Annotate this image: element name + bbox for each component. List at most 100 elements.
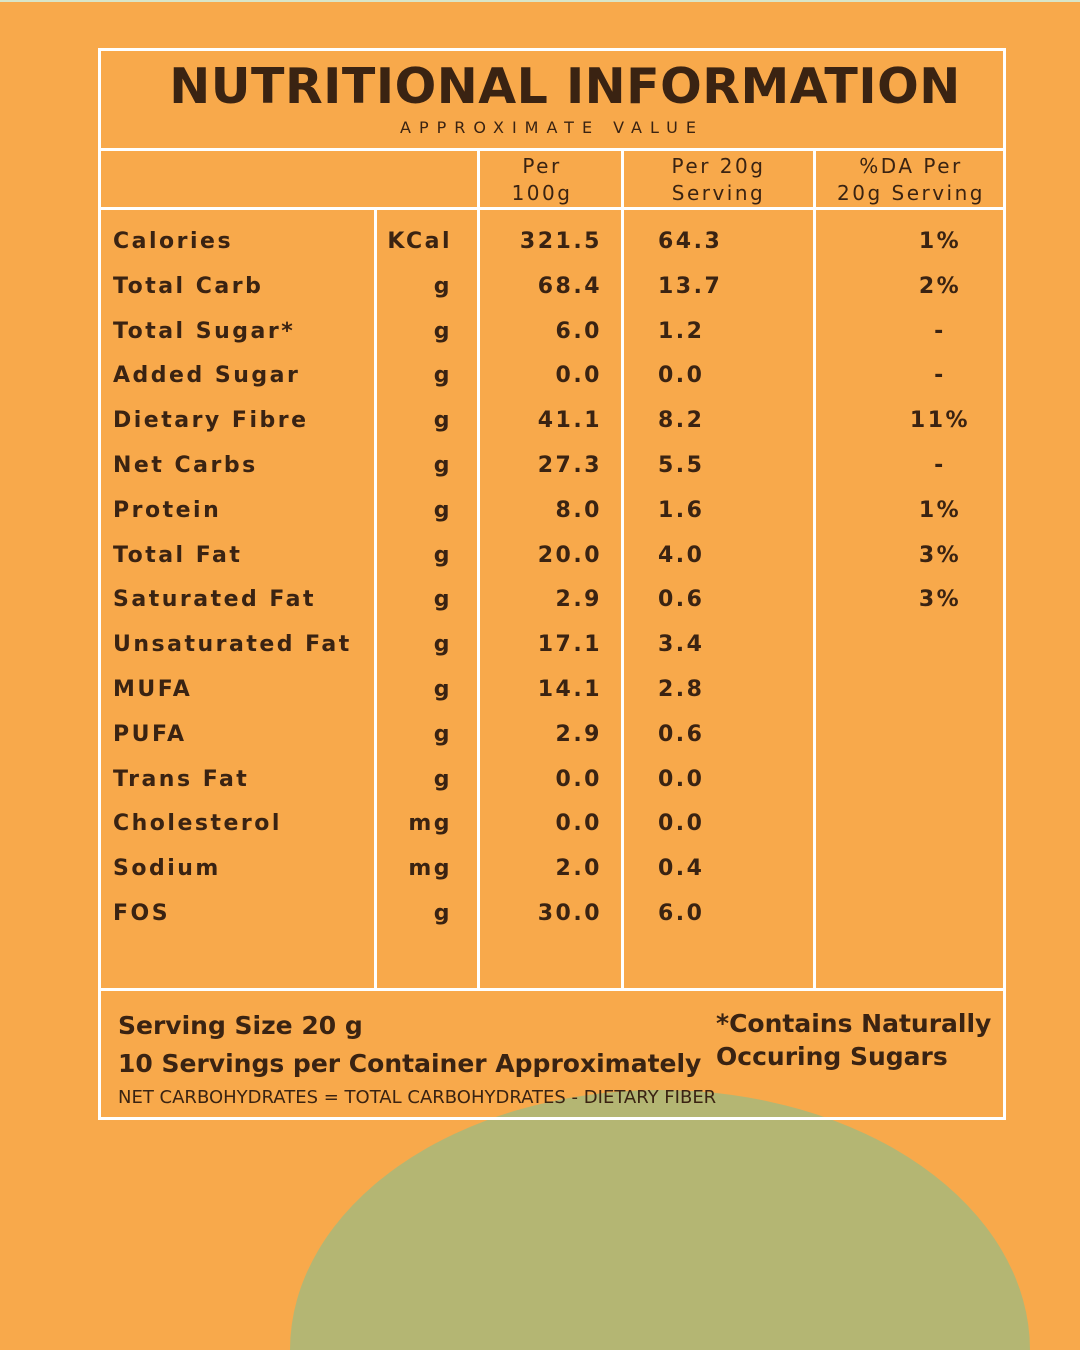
table-row: Dietary Fibre g 41.1 8.2 11% [0, 408, 1080, 452]
net-carb-formula: NET CARBOHYDRATES = TOTAL CARBOHYDRATES … [118, 1087, 717, 1108]
nutrient-unit: g [433, 497, 452, 523]
value-per-100g: 0.0 [555, 766, 602, 792]
nutrient-name: MUFA [113, 677, 193, 702]
daily-allowance-percent: - [934, 453, 946, 478]
unit-column-divider [374, 209, 377, 990]
value-per-20g: 0.6 [658, 587, 705, 613]
nutrient-unit: g [433, 766, 452, 792]
nutrient-name: Total Fat [113, 542, 243, 568]
nutrient-unit: g [433, 273, 452, 299]
value-per-20g: 3.4 [658, 632, 705, 658]
value-per-20g: 2.8 [658, 677, 705, 702]
nutrient-name: Total Sugar* [113, 318, 296, 344]
value-per-20g: 0.4 [658, 856, 705, 882]
nutrient-name: Dietary Fibre [113, 408, 309, 434]
table-row: Cholesterol mg 0.0 0.0 [0, 811, 1080, 855]
nutrient-name: Sodium [113, 856, 221, 882]
nutrient-name: Trans Fat [113, 766, 250, 792]
table-row: Sodium mg 2.0 0.4 [0, 856, 1080, 900]
nutrient-name: Total Carb [113, 273, 264, 299]
header-divider [98, 207, 1006, 210]
table-row: Total Carb g 68.4 13.7 2% [0, 274, 1080, 318]
value-per-20g: 1.6 [658, 497, 705, 523]
nutrient-name: Cholesterol [113, 811, 282, 837]
nutrient-unit: mg [408, 811, 452, 837]
nutrient-unit: g [433, 408, 452, 434]
table-row: Total Fat g 20.0 4.0 3% [0, 543, 1080, 587]
value-per-20g: 13.7 [658, 273, 723, 299]
table-row: MUFA g 14.1 2.8 [0, 677, 1080, 721]
table-row: Net Carbs g 27.3 5.5 - [0, 453, 1080, 497]
nutrient-unit: g [433, 318, 452, 344]
title-divider [98, 148, 1006, 151]
per20-column-divider [621, 150, 624, 990]
column-header-per20-label: Per 20g Serving [671, 154, 766, 205]
value-per-100g: 41.1 [537, 408, 602, 434]
table-row: FOS g 30.0 6.0 [0, 901, 1080, 945]
value-per-100g: 2.9 [555, 587, 602, 613]
column-header-da-label: %DA Per 20g Serving [837, 154, 985, 205]
value-per-100g: 2.0 [555, 856, 602, 882]
value-per-100g: 30.0 [537, 901, 602, 926]
nutrient-unit: g [433, 721, 452, 747]
nutrient-unit: g [433, 677, 452, 702]
page-title: NUTRITIONAL INFORMATION [169, 58, 961, 115]
table-row: PUFA g 2.9 0.6 [0, 722, 1080, 766]
table-row: Saturated Fat g 2.9 0.6 3% [0, 587, 1080, 631]
nutrient-unit: mg [408, 856, 452, 882]
value-per-20g: 0.0 [658, 363, 705, 389]
footer-divider [98, 988, 1006, 991]
value-per-100g: 27.3 [537, 453, 602, 478]
value-per-20g: 64.3 [658, 229, 723, 254]
value-per-100g: 0.0 [555, 363, 602, 389]
nutrient-name: PUFA [113, 721, 187, 747]
daily-allowance-percent: 11% [909, 408, 971, 434]
nutrition-table-border [98, 48, 1006, 1120]
value-per-100g: 0.0 [555, 811, 602, 837]
table-row: Total Sugar* g 6.0 1.2 - [0, 319, 1080, 363]
nutrient-name: Net Carbs [113, 453, 258, 478]
nutrient-unit: g [433, 542, 452, 568]
daily-allowance-percent: - [934, 318, 946, 344]
value-per-20g: 0.0 [658, 766, 705, 792]
nutrient-name: Saturated Fat [113, 587, 317, 613]
daily-allowance-percent: 3% [918, 587, 962, 613]
value-per-100g: 14.1 [537, 677, 602, 702]
nutrient-unit: g [433, 632, 452, 658]
daily-allowance-percent: 3% [918, 542, 962, 568]
serving-info: Serving Size 20 g 10 Servings per Contai… [118, 1007, 701, 1083]
value-per-100g: 17.1 [537, 632, 602, 658]
column-header-per20: Per 20g Serving [624, 153, 813, 207]
value-per-100g: 20.0 [537, 542, 602, 568]
nutrient-unit: g [433, 453, 452, 478]
page-subtitle: APPROXIMATE VALUE [400, 118, 704, 137]
daily-allowance-percent: 1% [918, 229, 962, 254]
value-per-100g: 2.9 [555, 721, 602, 747]
nutrient-unit: g [433, 587, 452, 613]
nutrient-name: FOS [113, 901, 171, 926]
nutrient-unit: g [433, 901, 452, 926]
sugar-footnote: *Contains Naturally Occuring Sugars [716, 1009, 992, 1071]
value-per-20g: 5.5 [658, 453, 705, 478]
value-per-20g: 0.6 [658, 721, 705, 747]
table-row: Unsaturated Fat g 17.1 3.4 [0, 632, 1080, 676]
daily-allowance-percent: 1% [918, 497, 962, 523]
table-row: Calories KCal 321.5 64.3 1% [0, 229, 1080, 273]
servings-per-container: 10 Servings per Container Approximately [118, 1049, 702, 1078]
value-per-20g: 0.0 [658, 811, 705, 837]
table-row: Trans Fat g 0.0 0.0 [0, 767, 1080, 811]
nutrient-unit: KCal [387, 229, 452, 254]
value-per-100g: 321.5 [519, 229, 602, 254]
nutrient-unit: g [433, 363, 452, 389]
nutrient-name: Added Sugar [113, 363, 301, 389]
nutrient-name: Protein [113, 497, 222, 523]
column-header-per100: Per 100g [480, 153, 604, 207]
value-per-100g: 8.0 [555, 497, 602, 523]
per100-column-divider [477, 150, 480, 990]
value-per-100g: 6.0 [555, 318, 602, 344]
table-row: Protein g 8.0 1.6 1% [0, 498, 1080, 542]
daily-allowance-percent: 2% [918, 273, 962, 299]
column-header-da: %DA Per 20g Serving [816, 153, 1006, 207]
value-per-20g: 8.2 [658, 408, 705, 434]
serving-size: Serving Size 20 g [118, 1011, 363, 1040]
